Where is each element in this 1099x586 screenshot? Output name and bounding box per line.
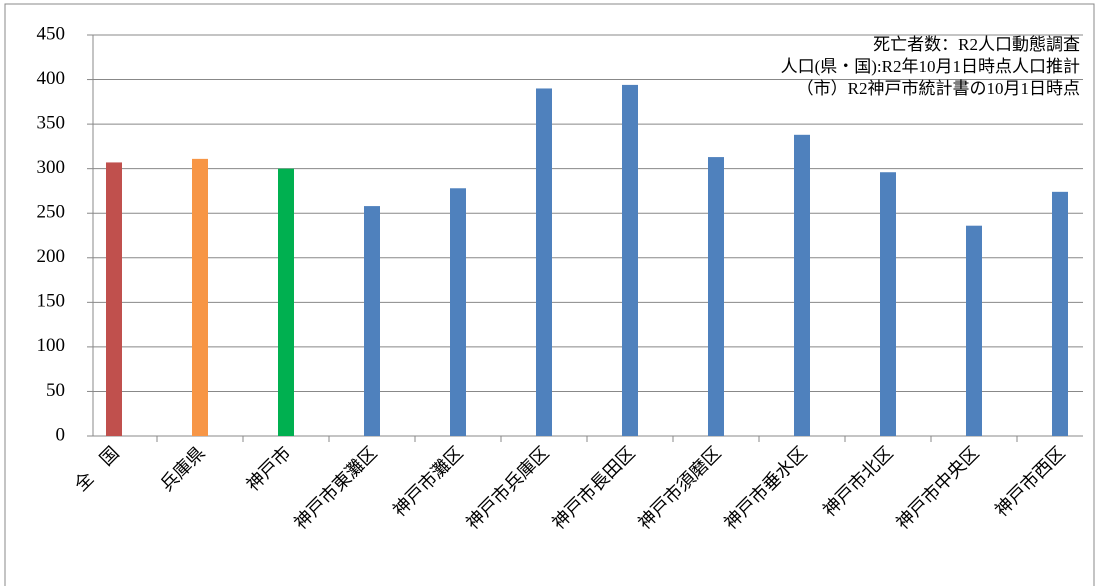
x-tick-label: 神戸市中央区 [892, 443, 983, 534]
y-tick-label: 250 [37, 202, 66, 223]
y-tick-label: 350 [37, 112, 66, 133]
y-tick-label: 0 [56, 424, 66, 445]
y-tick-label: 200 [37, 246, 66, 267]
bar [1052, 191, 1068, 436]
y-tick-label: 400 [37, 68, 66, 89]
x-tick-label: 全 国 [71, 443, 123, 495]
x-tick-label: 神戸市垂水区 [720, 443, 811, 534]
x-tick-label: 神戸市須磨区 [634, 443, 725, 534]
x-tick-label: 神戸市西区 [991, 443, 1069, 521]
bar [364, 206, 380, 436]
bar [192, 158, 208, 436]
bar [278, 168, 294, 436]
x-tick-label: 神戸市灘区 [389, 443, 467, 521]
annotation: 死亡者数：R2人口動態調査 [873, 35, 1080, 54]
bar [106, 162, 122, 436]
y-tick-label: 300 [37, 157, 66, 178]
x-tick-label: 神戸市北区 [819, 443, 897, 521]
x-tick-label: 神戸市兵庫区 [462, 443, 553, 534]
bar [622, 84, 638, 436]
y-tick-label: 450 [37, 23, 66, 44]
y-tick-label: 150 [37, 291, 66, 312]
bar [536, 88, 552, 436]
bar [708, 157, 724, 437]
annotation: 人口(県・国):R2年10月1日時点人口推計 [781, 57, 1080, 76]
chart-frame [4, 3, 1095, 586]
bar [794, 134, 810, 436]
x-tick-label: 兵庫県 [157, 443, 209, 495]
x-tick-label: 神戸市長田区 [548, 443, 639, 534]
y-tick-label: 50 [46, 380, 65, 401]
x-tick-label: 神戸市東灘区 [290, 443, 381, 534]
annotation: （市）R2神戸市統計書の10月1日時点 [797, 79, 1080, 98]
bar [880, 172, 896, 436]
x-tick-label: 神戸市 [243, 443, 295, 495]
bar [450, 188, 466, 436]
bar [966, 225, 982, 436]
y-tick-label: 100 [37, 335, 66, 356]
